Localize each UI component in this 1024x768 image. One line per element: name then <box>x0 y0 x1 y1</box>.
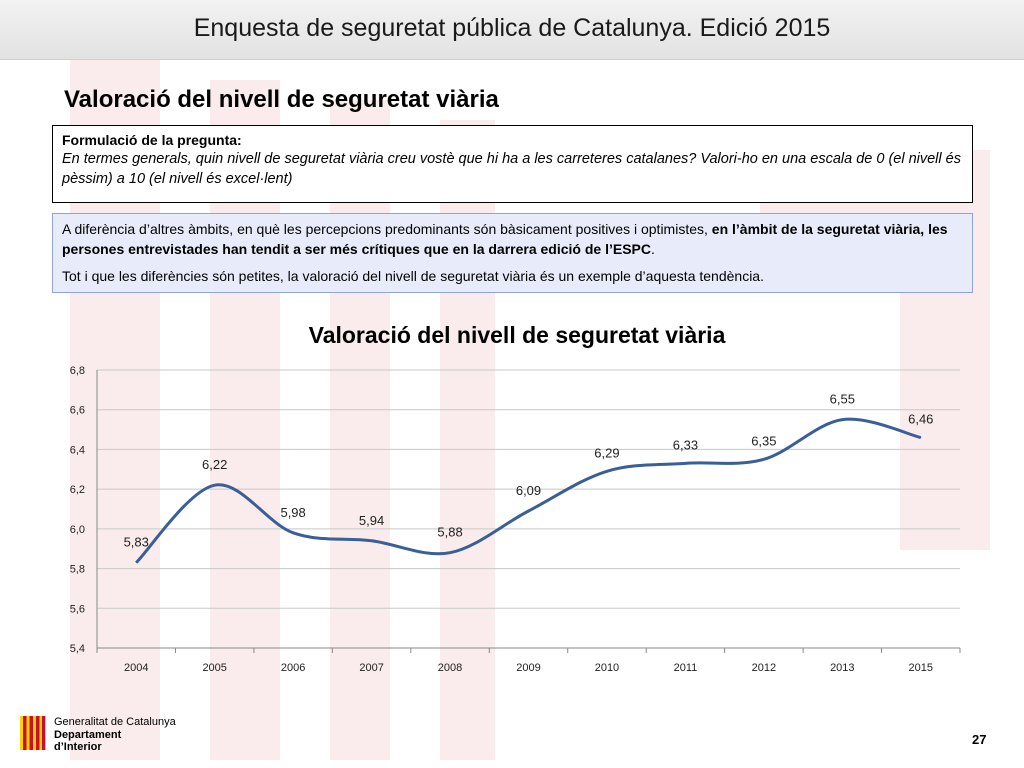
info-text-intro: A diferència d’altres àmbits, en què les… <box>62 221 712 237</box>
data-point <box>371 540 373 542</box>
data-point <box>528 510 529 512</box>
x-tick-label: 2004 <box>124 662 148 674</box>
data-point <box>684 462 686 464</box>
x-tick-label: 2009 <box>516 662 540 674</box>
x-tick-label: 2005 <box>202 662 226 674</box>
data-label: 6,33 <box>673 437 698 452</box>
y-tick-label: 5,6 <box>70 603 85 615</box>
logo-text-interior: d’Interior <box>54 741 102 753</box>
question-text: En termes generals, quin nivell de segur… <box>62 151 961 187</box>
x-tick-label: 2006 <box>281 662 305 674</box>
data-label: 6,35 <box>751 433 776 448</box>
data-point <box>449 552 451 554</box>
info-paragraph-1: A diferència d’altres àmbits, en què les… <box>62 219 963 259</box>
x-tick-label: 2015 <box>909 662 933 674</box>
section-title: Valoració del nivell de seguretat viària <box>64 86 499 113</box>
x-tick-label: 2012 <box>752 662 776 674</box>
info-paragraph-2: Tot i que les diferències són petites, l… <box>62 268 764 284</box>
x-tick-label: 2010 <box>595 662 619 674</box>
y-tick-label: 6,0 <box>70 524 85 536</box>
page-header-title: Enquesta de seguretat pública de Catalun… <box>193 14 831 42</box>
data-point <box>214 484 216 486</box>
data-point <box>920 437 922 439</box>
y-tick-label: 6,8 <box>70 365 85 377</box>
data-point <box>292 532 294 534</box>
data-label: 6,29 <box>594 445 619 460</box>
data-label: 5,83 <box>124 535 149 550</box>
x-tick-label: 2008 <box>438 662 462 674</box>
x-tick-label: 2011 <box>674 662 698 674</box>
generalitat-logo: Generalitat de Catalunya Departament d’I… <box>20 714 220 754</box>
data-label: 5,98 <box>280 505 305 520</box>
info-text-end: . <box>651 241 655 257</box>
y-tick-label: 6,4 <box>70 444 85 456</box>
senyera-shield-icon <box>20 716 46 750</box>
data-label: 5,88 <box>437 525 462 540</box>
logo-text-generalitat: Generalitat de Catalunya <box>54 716 176 728</box>
info-box: A diferència d’altres àmbits, en què les… <box>52 213 973 293</box>
info-text-highlight: en l’àmbit de la seguretat viària, les p… <box>62 221 948 257</box>
x-tick-label: 2007 <box>359 662 383 674</box>
series-line <box>135 417 922 564</box>
question-label: Formulació de la pregunta: <box>62 132 242 148</box>
header-bar: Enquesta de seguretat pública de Catalun… <box>0 0 1024 60</box>
y-tick-label: 6,2 <box>70 484 85 496</box>
y-tick-label: 6,6 <box>70 405 85 417</box>
page-number: 27 <box>972 732 987 747</box>
chart-title: Valoració del nivell de seguretat viària <box>308 322 726 348</box>
data-label: 5,94 <box>359 513 384 528</box>
data-label: 6,22 <box>202 457 227 472</box>
logo-text-departament: Departament <box>54 729 122 741</box>
question-box: Formulació de la pregunta: En termes gen… <box>52 125 973 203</box>
x-tick-label: 2013 <box>830 662 854 674</box>
data-point <box>841 419 843 421</box>
data-label: 6,09 <box>516 483 541 498</box>
data-label: 6,46 <box>908 412 933 427</box>
y-tick-label: 5,8 <box>70 564 85 576</box>
data-point <box>763 458 765 460</box>
line-chart: 5,4 5,6 5,8 6,0 6,2 6,4 6,6 6,8 2004 2005 2006 2007… <box>70 365 961 674</box>
y-tick-label: 5,4 <box>70 643 85 655</box>
data-point <box>606 470 608 472</box>
data-point <box>135 562 137 564</box>
data-label: 6,55 <box>830 392 855 407</box>
